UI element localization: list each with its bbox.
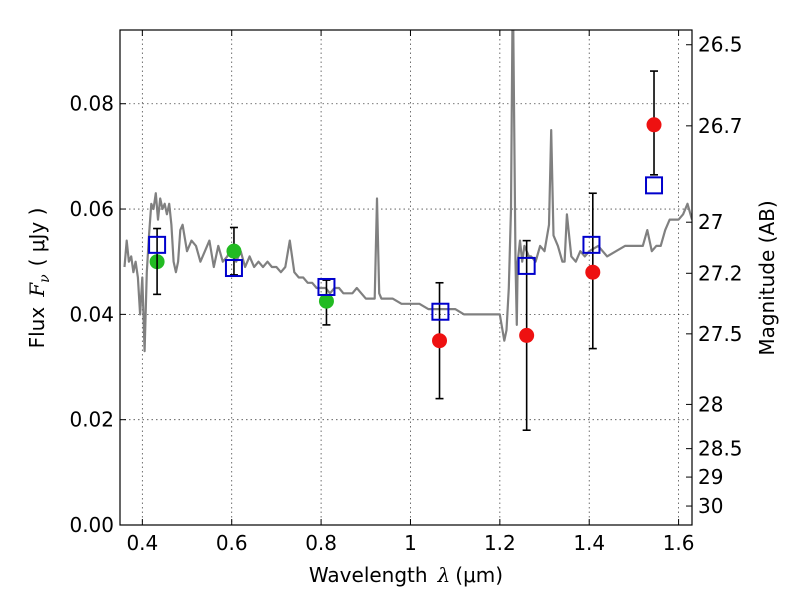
y2-tick-label: 27.5 — [698, 322, 743, 346]
y-tick-label: 0.06 — [69, 197, 114, 221]
y2-tick-label: 29 — [698, 465, 723, 489]
y2-tick-label: 28 — [698, 392, 723, 416]
model-point-square — [148, 235, 167, 254]
x-tick-label: 1.4 — [573, 531, 605, 555]
y2-tick-label: 28.5 — [698, 437, 743, 461]
data-point — [646, 117, 662, 133]
axes-frame — [119, 29, 693, 526]
x-tick-label: 1 — [404, 531, 417, 555]
data-point — [318, 293, 334, 309]
model-point-square — [431, 302, 450, 321]
data-point — [519, 327, 535, 343]
x-axis-label: Wavelength λ (μm) — [309, 563, 503, 587]
x-tick-label: 1.2 — [484, 531, 516, 555]
x-tick-label: 0.4 — [126, 531, 158, 555]
model-spectrum-line — [123, 30, 692, 353]
plot-area — [123, 30, 692, 432]
x-tick-label: 0.6 — [216, 531, 248, 555]
data-point — [432, 333, 448, 349]
model-point-square — [645, 176, 664, 195]
y2-axis-label: Magnitude (AB) — [755, 200, 779, 355]
data-point — [585, 264, 601, 280]
model-point-square — [517, 256, 536, 275]
y-tick-label: 0.04 — [69, 302, 114, 326]
x-tick-label: 0.8 — [305, 531, 337, 555]
ticks: 0.4 0.6 0.8 1 1.2 1.4 1.6 0.00 0.02 0.04 0.06 0.08 2… — [69, 30, 743, 555]
y2-tick-label: 26.5 — [698, 33, 743, 57]
y2-tick-label: 30 — [698, 494, 723, 518]
y-axis-label: FluxFν( μJy ) — [25, 208, 53, 349]
x-tick-label: 1.6 — [663, 531, 695, 555]
model-point-square — [224, 259, 243, 278]
model-point-square — [582, 235, 601, 254]
y-tick-label: 0.08 — [69, 92, 114, 116]
y-tick-label: 0.02 — [69, 408, 114, 432]
y2-tick-label: 27.2 — [698, 261, 743, 285]
grid-lines — [120, 30, 692, 526]
model-point-square — [317, 277, 336, 296]
y-tick-label: 0.00 — [69, 513, 114, 537]
y2-tick-label: 27 — [698, 210, 723, 234]
data-point — [226, 243, 242, 259]
y2-tick-label: 26.7 — [698, 114, 743, 138]
